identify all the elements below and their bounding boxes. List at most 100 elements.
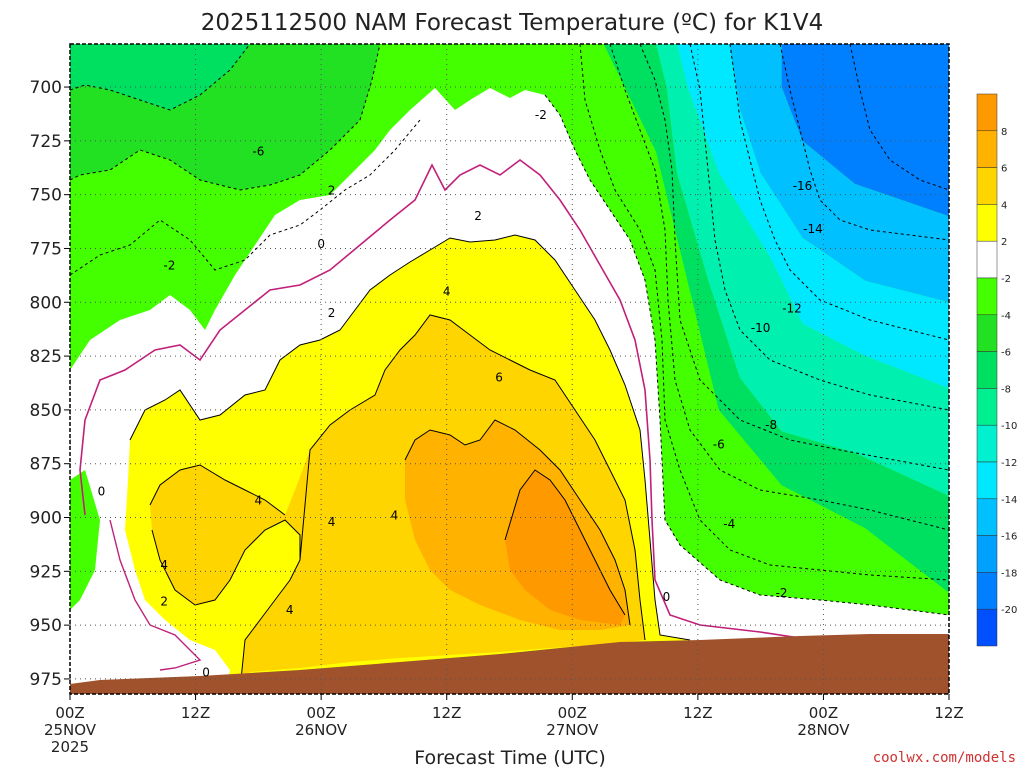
cold-bands — [603, 44, 949, 593]
colorbar-label: -2 — [1001, 274, 1011, 285]
colorbar-swatch — [976, 167, 998, 205]
x-tick-label: 00Z — [306, 704, 335, 722]
contour-label: 4 — [391, 508, 399, 522]
contour-lines — [129, 234, 691, 691]
contour-label: 2 — [160, 594, 168, 608]
colorbar-label: 6 — [1001, 164, 1007, 175]
plot-area: 0 4 2 0 -6 -2 4 4 2 0 2 4 4 4 2 6 -2 0 -6 -4 -10 -8 -2 -12 -14 -1… — [70, 44, 949, 694]
x-tick-label: 12Z — [181, 704, 210, 722]
contour-label: 2 — [328, 306, 336, 320]
contour-label: -6 — [713, 437, 725, 451]
contour-label: -6 — [252, 145, 264, 159]
colorbar-label: -18 — [1001, 568, 1017, 579]
colorbar-label: -12 — [1001, 458, 1017, 469]
y-tick-label: 850 — [30, 401, 62, 421]
contour-label: 0 — [202, 665, 210, 679]
x-tick-label: 00Z — [55, 704, 84, 722]
contour-label: 0 — [663, 590, 671, 604]
colorbar-label: 2 — [1001, 237, 1007, 248]
contour-label: 0 — [98, 485, 106, 499]
y-tick-label: 800 — [30, 293, 62, 313]
colorbar-label: -6 — [1001, 348, 1011, 359]
band-0 — [781, 44, 949, 217]
colorbar-swatch — [976, 424, 998, 463]
contour-label: 6 — [495, 371, 503, 385]
x-tick-label: 12Z — [683, 704, 712, 722]
colorbar-label: -16 — [1001, 532, 1017, 543]
x-tick-label: 12Z — [432, 704, 461, 722]
y-tick-label: 750 — [30, 186, 62, 206]
colorbar-swatch — [976, 351, 998, 389]
colorbar-label: -14 — [1001, 495, 1017, 506]
contour-label: -2 — [163, 259, 175, 273]
y-tick-label: 825 — [30, 347, 62, 367]
band-above-8 — [505, 470, 625, 625]
y-axis: 700 725 750 775 800 825 850 875 900 925 950 975 — [30, 78, 70, 690]
colorbar-swatch — [976, 608, 998, 647]
colorbar-swatch — [976, 535, 998, 573]
contour-label: 2 — [474, 209, 482, 223]
credit-text: coolwx.com/models — [873, 750, 1016, 766]
ground-surface — [70, 634, 949, 694]
y-tick-label: 950 — [30, 616, 62, 636]
band-4 — [603, 44, 949, 593]
colorbar-swatch — [976, 572, 998, 610]
colorbar-label: -20 — [1001, 605, 1017, 616]
contour-label: 2 — [328, 183, 336, 197]
x-tick-date: 28NOV — [797, 721, 850, 739]
contour-label: 4 — [160, 558, 168, 572]
y-tick-label: 775 — [30, 239, 62, 259]
colorbar-swatch — [976, 388, 998, 426]
band-minus8-to-minus6-left — [70, 44, 250, 110]
colorbar-swatch — [976, 240, 998, 279]
contour-label: -14 — [803, 222, 823, 236]
x-tick-date: 25NOV — [44, 721, 97, 739]
band-1 — [729, 44, 949, 303]
x-tick-date: 26NOV — [295, 721, 348, 739]
contour-label: 4 — [255, 493, 263, 507]
contour-0-line — [79, 159, 801, 639]
x-tick-label: 00Z — [809, 704, 838, 722]
band-green-left-edge — [70, 470, 100, 610]
contour-label: 4 — [328, 515, 336, 529]
contour-label: -2 — [535, 108, 547, 122]
y-tick-label: 900 — [30, 509, 62, 529]
contour-label: 0 — [317, 237, 325, 251]
contour-label: 4 — [286, 603, 294, 617]
contour-label: -12 — [782, 302, 802, 316]
y-tick-label: 725 — [30, 132, 62, 152]
colorbar-label: 8 — [1001, 127, 1007, 138]
chart-title: 2025112500 NAM Forecast Temperature (ºC)… — [201, 10, 824, 36]
y-tick-label: 925 — [30, 562, 62, 582]
y-tick-label: 700 — [30, 78, 62, 98]
negative-contours — [70, 44, 949, 616]
contour-labels: 0 4 2 0 -6 -2 4 4 2 0 2 4 4 4 2 6 -2 0 -6 -4 -10 -8 -2 -12 -14 -1… — [98, 108, 823, 679]
x-tick-label: 12Z — [934, 704, 963, 722]
y-tick-label: 975 — [30, 670, 62, 690]
colorbar-label: -10 — [1001, 421, 1017, 432]
colorbar-label: -8 — [1001, 384, 1011, 395]
colorbar-swatch — [976, 93, 998, 132]
x-tick-label: 00Z — [558, 704, 587, 722]
grid — [70, 44, 949, 694]
x-axis-label: Forecast Time (UTC) — [414, 747, 605, 768]
x-tick-date: 27NOV — [546, 721, 599, 739]
colorbar-swatch — [976, 498, 998, 536]
contour-0-line-lower — [109, 519, 202, 671]
colorbar-swatch — [976, 314, 998, 352]
colorbar: 8 6 4 2 -2 -4 -6 -8 -10 -12 -14 -16 -18 -20 — [976, 93, 1017, 647]
y-tick-label: 875 — [30, 455, 62, 475]
colorbar-swatch — [976, 277, 998, 316]
contour-label: 4 — [443, 285, 451, 299]
band-3 — [656, 44, 949, 496]
colorbar-swatch — [976, 130, 998, 168]
contour-label: -2 — [776, 586, 788, 600]
contour-label: -8 — [765, 418, 777, 432]
colorbar-label: 4 — [1001, 200, 1007, 211]
plot-frame — [69, 43, 950, 695]
colorbar-label: -4 — [1001, 311, 1011, 322]
contour-label: -10 — [751, 321, 771, 335]
x-tick-year: 2025 — [51, 738, 89, 756]
